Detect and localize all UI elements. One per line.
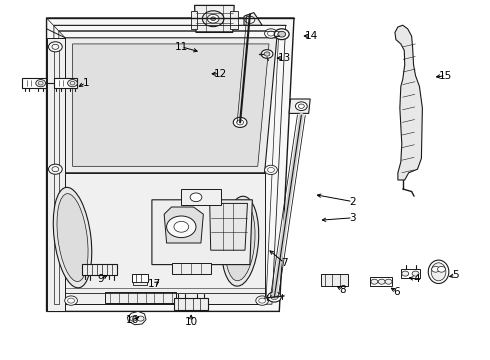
Circle shape xyxy=(264,52,270,56)
Circle shape xyxy=(49,42,62,52)
Circle shape xyxy=(412,271,419,276)
Polygon shape xyxy=(172,263,211,274)
Text: 15: 15 xyxy=(439,71,453,81)
Text: 6: 6 xyxy=(393,287,400,297)
Bar xyxy=(133,282,147,285)
Circle shape xyxy=(378,279,385,284)
Circle shape xyxy=(68,80,77,87)
Circle shape xyxy=(174,221,189,232)
Circle shape xyxy=(256,296,269,305)
Circle shape xyxy=(49,164,62,174)
Bar xyxy=(105,292,176,303)
Circle shape xyxy=(233,117,247,127)
Ellipse shape xyxy=(431,263,446,281)
Text: 4: 4 xyxy=(413,274,420,284)
Polygon shape xyxy=(82,264,117,275)
Circle shape xyxy=(438,266,445,272)
Circle shape xyxy=(265,29,277,38)
Polygon shape xyxy=(401,269,420,278)
Text: 2: 2 xyxy=(349,197,356,207)
Text: 10: 10 xyxy=(185,317,197,327)
Polygon shape xyxy=(47,18,294,311)
Polygon shape xyxy=(47,38,65,311)
Text: 1: 1 xyxy=(82,78,89,88)
Circle shape xyxy=(274,29,289,40)
Polygon shape xyxy=(395,25,422,180)
Polygon shape xyxy=(289,99,310,113)
Circle shape xyxy=(432,266,440,272)
Text: 12: 12 xyxy=(214,69,227,79)
Polygon shape xyxy=(370,277,392,286)
Polygon shape xyxy=(195,5,234,32)
Circle shape xyxy=(202,11,224,27)
Ellipse shape xyxy=(57,194,88,282)
Circle shape xyxy=(130,316,137,321)
Text: 11: 11 xyxy=(174,42,188,52)
Bar xyxy=(22,78,46,88)
Text: 14: 14 xyxy=(304,31,318,41)
Text: 16: 16 xyxy=(125,315,139,325)
Circle shape xyxy=(278,31,286,37)
Circle shape xyxy=(137,316,144,321)
Text: 7: 7 xyxy=(281,258,288,268)
Ellipse shape xyxy=(428,260,449,284)
Polygon shape xyxy=(127,311,146,325)
Polygon shape xyxy=(181,189,221,205)
Circle shape xyxy=(245,16,255,23)
Text: 3: 3 xyxy=(349,213,356,223)
Polygon shape xyxy=(65,173,265,304)
Text: 13: 13 xyxy=(277,53,291,63)
Circle shape xyxy=(167,216,196,238)
Circle shape xyxy=(211,17,216,21)
Circle shape xyxy=(402,271,409,276)
Polygon shape xyxy=(65,38,277,173)
Polygon shape xyxy=(164,207,203,243)
Polygon shape xyxy=(174,298,208,310)
Text: 8: 8 xyxy=(340,285,346,295)
Text: 9: 9 xyxy=(97,274,104,284)
Bar xyxy=(132,274,148,282)
Circle shape xyxy=(268,292,281,302)
Ellipse shape xyxy=(225,202,255,281)
Polygon shape xyxy=(152,200,252,265)
Text: 17: 17 xyxy=(147,279,161,289)
Circle shape xyxy=(36,80,46,87)
Bar xyxy=(230,11,238,29)
Polygon shape xyxy=(244,13,262,25)
Circle shape xyxy=(65,296,77,305)
Polygon shape xyxy=(210,203,247,250)
Ellipse shape xyxy=(53,187,92,288)
Circle shape xyxy=(385,279,392,284)
Text: 5: 5 xyxy=(452,270,459,280)
Circle shape xyxy=(207,14,219,23)
Circle shape xyxy=(265,165,277,175)
Polygon shape xyxy=(321,274,348,286)
Circle shape xyxy=(261,50,273,58)
Bar xyxy=(54,78,77,88)
Ellipse shape xyxy=(221,196,259,286)
Circle shape xyxy=(190,193,202,202)
Circle shape xyxy=(371,279,378,284)
Bar xyxy=(191,11,197,29)
Circle shape xyxy=(295,102,307,111)
Polygon shape xyxy=(73,44,269,166)
